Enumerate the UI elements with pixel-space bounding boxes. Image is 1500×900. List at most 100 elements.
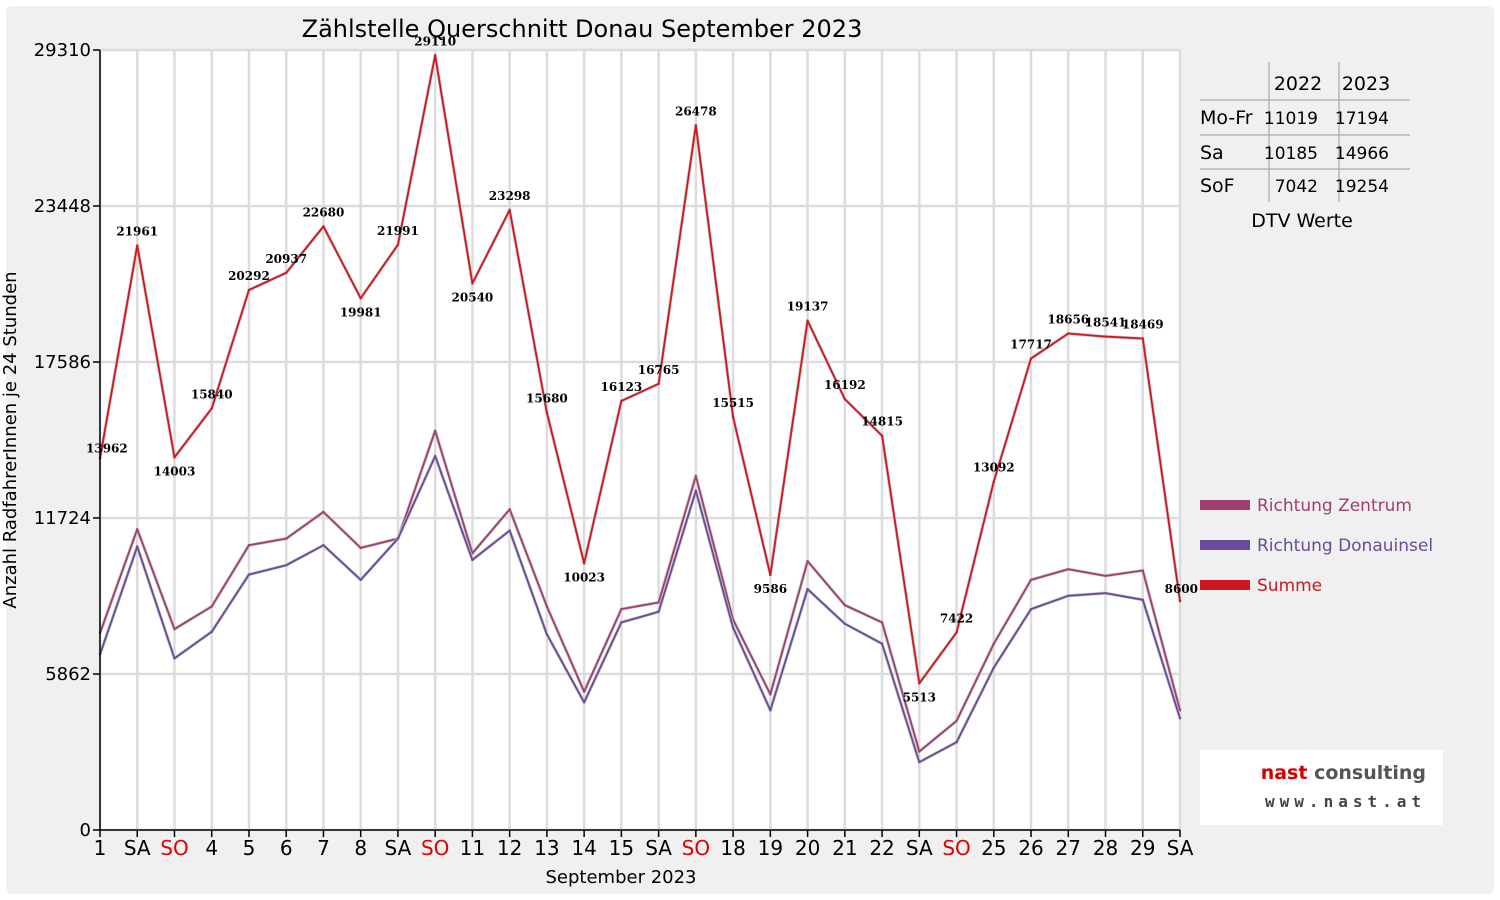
chart-title: Zählstelle Querschnitt Donau September 2… xyxy=(302,15,863,43)
data-point xyxy=(806,587,809,591)
data-label-summe: 15515 xyxy=(712,396,754,410)
x-tick-label: 12 xyxy=(497,836,522,860)
data-point xyxy=(210,605,213,608)
y-axis-label: Anzahl RadfahrerInnen je 24 Stunden xyxy=(0,271,21,608)
series-line-summe xyxy=(99,54,1181,685)
x-tick-label: SA xyxy=(124,836,151,860)
logo-name-main: nast xyxy=(1260,762,1308,784)
data-point xyxy=(545,633,549,636)
data-point xyxy=(173,657,176,660)
data-point xyxy=(620,621,623,624)
data-labels: 13962 21961 14003 15840 20292 20937 22680 19981… xyxy=(86,34,1198,704)
data-label-summe: 7422 xyxy=(940,611,973,625)
legend-label-summe: Summe xyxy=(1257,576,1322,596)
data-point xyxy=(1178,709,1182,712)
data-point xyxy=(285,537,288,540)
x-tick-label: SA xyxy=(1167,836,1194,860)
data-label-summe: 9586 xyxy=(754,582,787,596)
series-layer xyxy=(98,53,1182,764)
dtv-table: 2022 2023 Mo-Fr 11019 17194 Sa 10185 149… xyxy=(1200,62,1410,232)
x-tick-label: 8 xyxy=(354,836,367,860)
data-point xyxy=(1067,332,1070,335)
data-point xyxy=(359,297,362,300)
logo-name-tail: consulting xyxy=(1314,762,1426,784)
data-label-summe: 20292 xyxy=(228,269,270,283)
data-point xyxy=(285,271,288,275)
x-tick-label: 19 xyxy=(758,836,783,860)
data-point xyxy=(1067,594,1070,598)
x-tick-label: 26 xyxy=(1018,836,1043,860)
data-point xyxy=(582,690,586,693)
logo-name: nast consulting xyxy=(1200,762,1426,784)
dtv-cell: 14966 xyxy=(1335,144,1389,164)
series-line-zentrum xyxy=(99,429,1181,753)
data-label-summe: 21991 xyxy=(377,224,419,238)
y-tick-label: 17586 xyxy=(34,352,91,373)
dtv-cell: 10185 xyxy=(1264,144,1318,164)
x-tick-label: 15 xyxy=(609,836,634,860)
x-tick-label: 11 xyxy=(460,836,485,860)
data-point xyxy=(880,642,884,645)
data-point xyxy=(769,573,772,577)
x-tick-label: 29 xyxy=(1130,836,1155,860)
data-point xyxy=(136,545,139,548)
x-tick-label: 27 xyxy=(1056,836,1081,860)
data-label-summe: 19137 xyxy=(787,300,829,314)
data-point xyxy=(1029,578,1033,582)
data-point xyxy=(433,429,437,433)
data-point xyxy=(1141,598,1144,602)
x-tick-label: 13 xyxy=(534,836,559,860)
x-tick-label: 6 xyxy=(280,836,293,860)
data-point xyxy=(880,621,884,624)
grid-lines xyxy=(98,48,1182,832)
dtv-cell: 11019 xyxy=(1264,109,1318,129)
data-point xyxy=(1141,337,1144,340)
x-tick-label: SO xyxy=(942,836,970,860)
data-point xyxy=(620,607,623,611)
data-point xyxy=(508,508,511,511)
data-point xyxy=(247,573,251,576)
data-point xyxy=(694,474,698,478)
dtv-header-2022: 2022 xyxy=(1274,73,1322,95)
data-point xyxy=(918,750,921,753)
y-tick-label: 23448 xyxy=(34,196,91,217)
x-ticks: 1 SA SO 4 5 6 7 8 SA SO 11 12 13 14 15 SA SO 18 19 20 21 22 SA… xyxy=(94,830,1194,860)
data-point xyxy=(843,622,847,625)
data-point xyxy=(322,510,325,514)
data-point xyxy=(1029,607,1033,611)
data-point xyxy=(843,397,847,401)
data-point xyxy=(769,709,772,712)
data-label-summe: 17717 xyxy=(1010,338,1052,352)
legend-label-zentrum: Richtung Zentrum xyxy=(1257,496,1412,516)
x-axis-label: September 2023 xyxy=(545,867,696,888)
x-tick-label: SA xyxy=(385,836,412,860)
data-point xyxy=(247,288,251,292)
data-point xyxy=(173,627,176,631)
data-point xyxy=(806,319,809,322)
data-label-summe: 13092 xyxy=(973,461,1015,475)
data-point xyxy=(1067,568,1070,571)
company-logo: nast consulting www.nast.at xyxy=(1200,750,1443,825)
plot-area xyxy=(100,50,1180,830)
data-label-summe: 14003 xyxy=(154,464,196,478)
x-tick-label: 18 xyxy=(720,836,745,860)
data-point xyxy=(545,605,549,608)
x-tick-label: SA xyxy=(906,836,933,860)
x-tick-label: SO xyxy=(421,836,449,860)
data-point xyxy=(1104,335,1107,338)
data-point xyxy=(359,546,362,550)
x-tick-label: 25 xyxy=(981,836,1006,860)
data-point xyxy=(247,544,251,547)
data-label-summe: 15680 xyxy=(526,392,568,406)
x-tick-label: 14 xyxy=(571,836,596,860)
data-point xyxy=(992,666,995,669)
data-point xyxy=(396,537,400,540)
data-label-summe: 26478 xyxy=(675,104,717,118)
x-tick-label: 20 xyxy=(795,836,820,860)
data-label-summe: 20540 xyxy=(452,290,494,304)
x-tick-label: 7 xyxy=(317,836,330,860)
data-point xyxy=(508,529,511,532)
legend-swatch-summe xyxy=(1200,580,1250,590)
data-label-summe: 8600 xyxy=(1165,582,1198,596)
